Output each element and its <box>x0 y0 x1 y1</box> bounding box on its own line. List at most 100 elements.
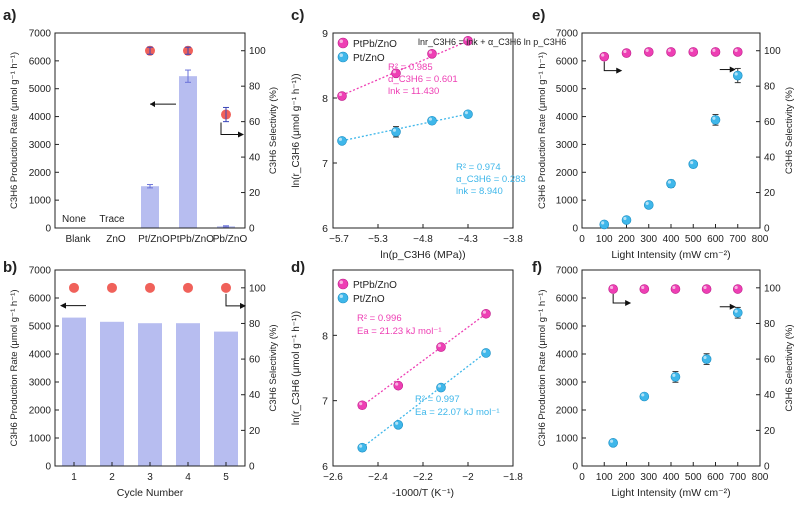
y-tick-label: 2000 <box>29 406 52 417</box>
fit-annotation-ptpb: α_C3H6 = 0.601 <box>388 74 458 85</box>
y2-tick-label: 0 <box>249 224 255 235</box>
selectivity-point <box>221 282 231 293</box>
axis-arrow-head <box>729 66 736 73</box>
marker-pt <box>436 382 446 393</box>
y-tick-label: 7 <box>322 396 328 408</box>
panel-f: f)01000200030004000500060007000020406080… <box>532 259 795 499</box>
y-tick-label: 1000 <box>29 196 52 207</box>
marker-pt <box>357 442 368 453</box>
bar <box>141 186 159 228</box>
x-tick-label: −1.8 <box>503 472 523 483</box>
legend-label: Pt/ZnO <box>353 294 385 305</box>
x-tick-label: 100 <box>596 234 613 245</box>
selectivity-point <box>107 282 117 293</box>
x-tick-label: Pt/ZnO <box>138 234 170 245</box>
y-tick-label: 2000 <box>556 406 579 417</box>
y-axis-label: C3H6 Production Rate (μmol g⁻¹ h⁻¹) <box>9 289 20 446</box>
bar <box>100 321 124 466</box>
y-tick-label: 3000 <box>556 140 579 151</box>
marker-ptpb <box>666 47 676 57</box>
marker-pt <box>688 159 699 169</box>
selectivity-point <box>145 282 155 293</box>
x-tick-label: 600 <box>707 234 724 245</box>
y2-tick-label: 80 <box>249 82 261 93</box>
bar-annotation: None <box>62 214 86 225</box>
marker-highlight <box>734 309 738 313</box>
x-tick-label: −2.4 <box>368 472 388 483</box>
y-tick-label: 0 <box>45 462 51 473</box>
marker-pt <box>643 200 654 210</box>
marker-ptpb <box>337 278 349 290</box>
marker-highlight <box>359 402 363 406</box>
y-tick-label: 5000 <box>556 322 579 333</box>
y-tick-label: 5000 <box>29 322 52 333</box>
marker-highlight <box>437 343 441 348</box>
bar <box>62 317 86 466</box>
marker-highlight <box>641 285 645 290</box>
axis-arrow <box>603 61 619 72</box>
y-tick-label: 6000 <box>29 56 52 67</box>
marker-highlight <box>623 49 627 54</box>
plot-frame <box>581 32 761 229</box>
fit-annotation-pt: R² = 0.974 <box>456 162 501 173</box>
bar <box>138 323 162 466</box>
y-tick-label: 2000 <box>29 168 52 179</box>
fit-annotation-ptpb: Ea = 21.23 kJ mol⁻¹ <box>357 326 441 337</box>
x-axis-label: ln(p_C3H6 (MPa)) <box>380 249 465 261</box>
marker-pt <box>701 354 712 364</box>
x-tick-label: −4.8 <box>413 234 433 245</box>
y2-tick-label: 0 <box>764 224 770 235</box>
x-tick-label: 0 <box>579 472 585 483</box>
x-tick-label: −5.7 <box>329 234 349 245</box>
x-tick-label: ZnO <box>106 234 126 245</box>
marker-pt <box>666 178 676 189</box>
x-axis-label: Cycle Number <box>117 487 184 499</box>
marker-ptpb <box>481 308 491 319</box>
y-tick-label: 4000 <box>556 350 579 361</box>
bar-annotation: Trace <box>99 214 125 225</box>
marker-highlight <box>339 280 343 284</box>
marker-highlight <box>437 384 441 388</box>
marker-ptpb <box>357 400 368 411</box>
marker-highlight <box>392 70 396 74</box>
axis-arrow-head <box>238 131 244 138</box>
x-tick-label: 4 <box>185 472 191 483</box>
marker-highlight <box>672 373 676 377</box>
y-tick-label: 7 <box>322 158 328 170</box>
y2-tick-label: 20 <box>764 188 776 199</box>
y2-tick-label: 20 <box>249 188 261 199</box>
y-tick-label: 7000 <box>556 29 579 40</box>
panel-label: c) <box>291 7 304 24</box>
y-tick-label: 6000 <box>556 56 579 67</box>
bar <box>214 331 238 466</box>
x-tick-label: −2.2 <box>413 472 433 483</box>
y-tick-label: 7000 <box>29 29 52 40</box>
marker-highlight <box>610 439 614 443</box>
marker-highlight <box>667 180 671 184</box>
y-tick-label: 8 <box>322 93 328 105</box>
marker-pt <box>670 372 681 382</box>
y-tick-label: 6 <box>322 461 328 473</box>
y-tick-label: 1000 <box>29 434 52 445</box>
arrow-head <box>150 101 155 108</box>
marker-highlight <box>339 294 343 298</box>
marker-highlight <box>339 53 343 57</box>
marker-highlight <box>601 221 605 225</box>
x-tick-label: −2 <box>462 472 474 483</box>
y2-tick-label: 80 <box>249 319 261 330</box>
fit-annotation-pt: lnk = 8.940 <box>456 186 503 197</box>
y2-axis-label: C3H6 Selectivity (%) <box>268 324 279 411</box>
y-tick-label: 8 <box>322 330 328 342</box>
y2-tick-label: 100 <box>249 283 266 294</box>
x-tick-label: 700 <box>729 472 746 483</box>
y-tick-label: 4000 <box>29 112 52 123</box>
y2-tick-label: 20 <box>764 426 776 437</box>
axis-arrow-head <box>729 303 736 310</box>
axis-arrow-head <box>625 300 632 307</box>
marker-highlight <box>428 50 432 54</box>
x-tick-label: 500 <box>685 234 702 245</box>
y-axis-label: C3H6 Production Rate (μmol g⁻¹ h⁻¹) <box>9 52 20 209</box>
panel-label: e) <box>532 7 545 24</box>
x-tick-label: 300 <box>640 234 657 245</box>
